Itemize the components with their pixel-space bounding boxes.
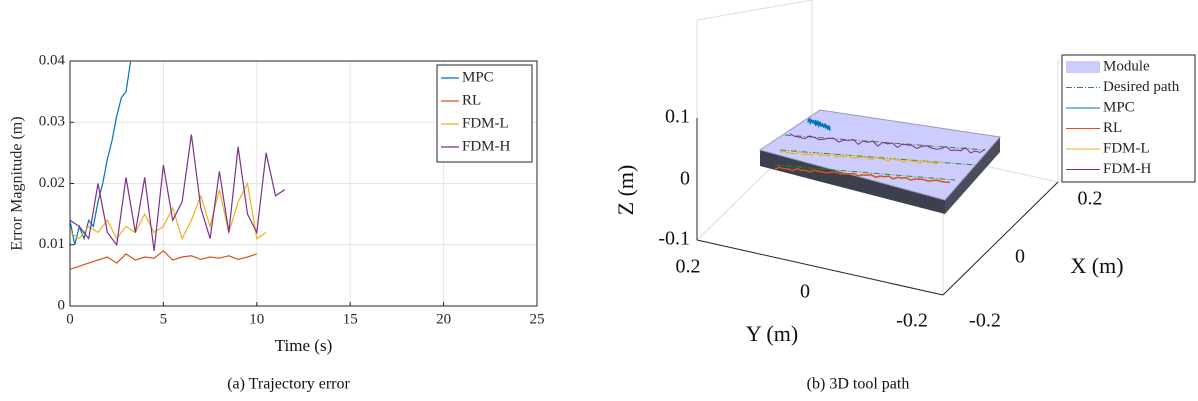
legend-label: FDM-L <box>462 115 509 131</box>
legend-swatch <box>1066 61 1100 73</box>
y-tick-label: 0 <box>800 281 810 303</box>
x-tick-label: 0 <box>66 311 74 327</box>
x-tick-label: -0.2 <box>969 310 1001 332</box>
x-tick-label: 15 <box>343 311 358 327</box>
y-tick-label: -0.2 <box>896 310 928 332</box>
axis-edge <box>697 0 812 20</box>
x-tick-label: 20 <box>436 311 451 327</box>
x-axis-title: X (m) <box>1070 253 1123 278</box>
y-tick-label: 0.01 <box>39 236 65 252</box>
z-tick-label: -0.1 <box>658 228 690 250</box>
x-tick-label: 0.2 <box>1078 188 1103 210</box>
y-tick-label: 0.03 <box>39 114 65 130</box>
y-tick-label: 0.2 <box>676 256 701 278</box>
legend-label: FDM-L <box>1103 140 1150 156</box>
y-axis-title: Y (m) <box>746 321 798 346</box>
x-axis-title: Time (s) <box>275 336 332 355</box>
x-tick-label: 10 <box>249 311 264 327</box>
plot-lines <box>70 61 285 269</box>
axis-line <box>697 240 943 295</box>
y-axis-title: Error Magnitude (m) <box>9 116 26 250</box>
line <box>70 135 285 251</box>
z-axis-title: Z (m) <box>613 165 638 216</box>
z-tick-label: 0 <box>680 168 690 190</box>
legend-label: FDM-H <box>462 138 511 154</box>
z-tick-label: 0.1 <box>665 106 690 128</box>
legend-label: RL <box>1103 120 1122 136</box>
legend-label: Desired path <box>1103 79 1180 95</box>
line <box>70 61 131 245</box>
legend-label: MPC <box>1103 99 1135 115</box>
x-tick-label: 0 <box>1015 246 1025 268</box>
y-tick-label: 0.02 <box>39 175 65 191</box>
axis-line <box>943 182 1058 295</box>
figure: 0 5 10 15 20 25 0 0.01 0.02 0.03 0.04 Time (s) Error… <box>0 0 1198 401</box>
x-tick-label: 5 <box>160 311 168 327</box>
legend-label: MPC <box>462 69 494 85</box>
caption: (a) Trajectory error <box>227 376 350 393</box>
y-tick-label: 0.04 <box>39 52 66 68</box>
caption: (b) 3D tool path <box>807 376 910 393</box>
x-tick-label: 25 <box>530 311 545 327</box>
legend-label: FDM-H <box>1103 161 1152 177</box>
legend-label: Module <box>1103 58 1150 74</box>
y-tick-label: 0 <box>58 297 66 313</box>
legend-label: RL <box>462 92 481 108</box>
